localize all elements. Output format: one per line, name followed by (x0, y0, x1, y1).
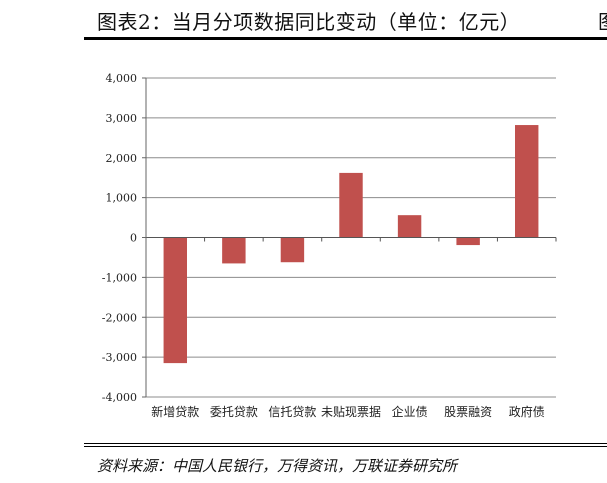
y-tick-label: 0 (130, 232, 137, 245)
bar (515, 125, 539, 238)
y-tick-label: -3,000 (102, 351, 137, 364)
x-category-label: 委托贷款 (210, 405, 258, 419)
bar (339, 172, 363, 238)
x-category-label: 新增贷款 (151, 404, 199, 419)
y-tick-label: -1,000 (102, 271, 137, 284)
footer-rule (84, 443, 607, 444)
grid-lines (146, 77, 556, 398)
y-tick-label: 2,000 (106, 152, 138, 165)
bar (163, 237, 187, 364)
title-rule (84, 37, 607, 40)
bar-chart: 4,000 3,000 2,000 1,000 0 -1,000 -2,000 -3,000 -… (102, 72, 557, 419)
footer-rule-2 (84, 446, 607, 447)
x-category-label: 信托贷款 (268, 405, 316, 419)
bar (456, 237, 480, 246)
source-note: 资料来源：中国人民银行，万得资讯，万联证券研究所 (97, 457, 458, 475)
bars (163, 125, 539, 364)
bar (397, 215, 422, 238)
x-category-label: 企业债 (392, 404, 428, 419)
y-tick-label: -4,000 (102, 391, 137, 404)
y-axis-ticks: 4,000 3,000 2,000 1,000 0 -1,000 -2,000 -3,000 -… (102, 72, 137, 404)
title-edge-glyph: 图 (598, 6, 607, 30)
y-tick-label: 3,000 (106, 112, 138, 125)
x-category-label: 政府债 (509, 404, 545, 419)
x-axis-labels: 新增贷款 委托贷款 信托贷款 未贴现票据 企业债 股票融资 政府债 (151, 404, 544, 419)
y-tick-label: 4,000 (106, 72, 138, 85)
y-tick-label: -2,000 (102, 311, 137, 324)
x-category-label: 股票融资 (444, 405, 492, 419)
x-category-label: 未贴现票据 (321, 405, 381, 419)
figure-title: 图表2：当月分项数据同比变动（单位：亿元） (97, 10, 521, 34)
y-tick-label: 1,000 (106, 192, 138, 205)
bar (280, 237, 305, 263)
axes (142, 77, 557, 398)
bar (222, 237, 246, 264)
